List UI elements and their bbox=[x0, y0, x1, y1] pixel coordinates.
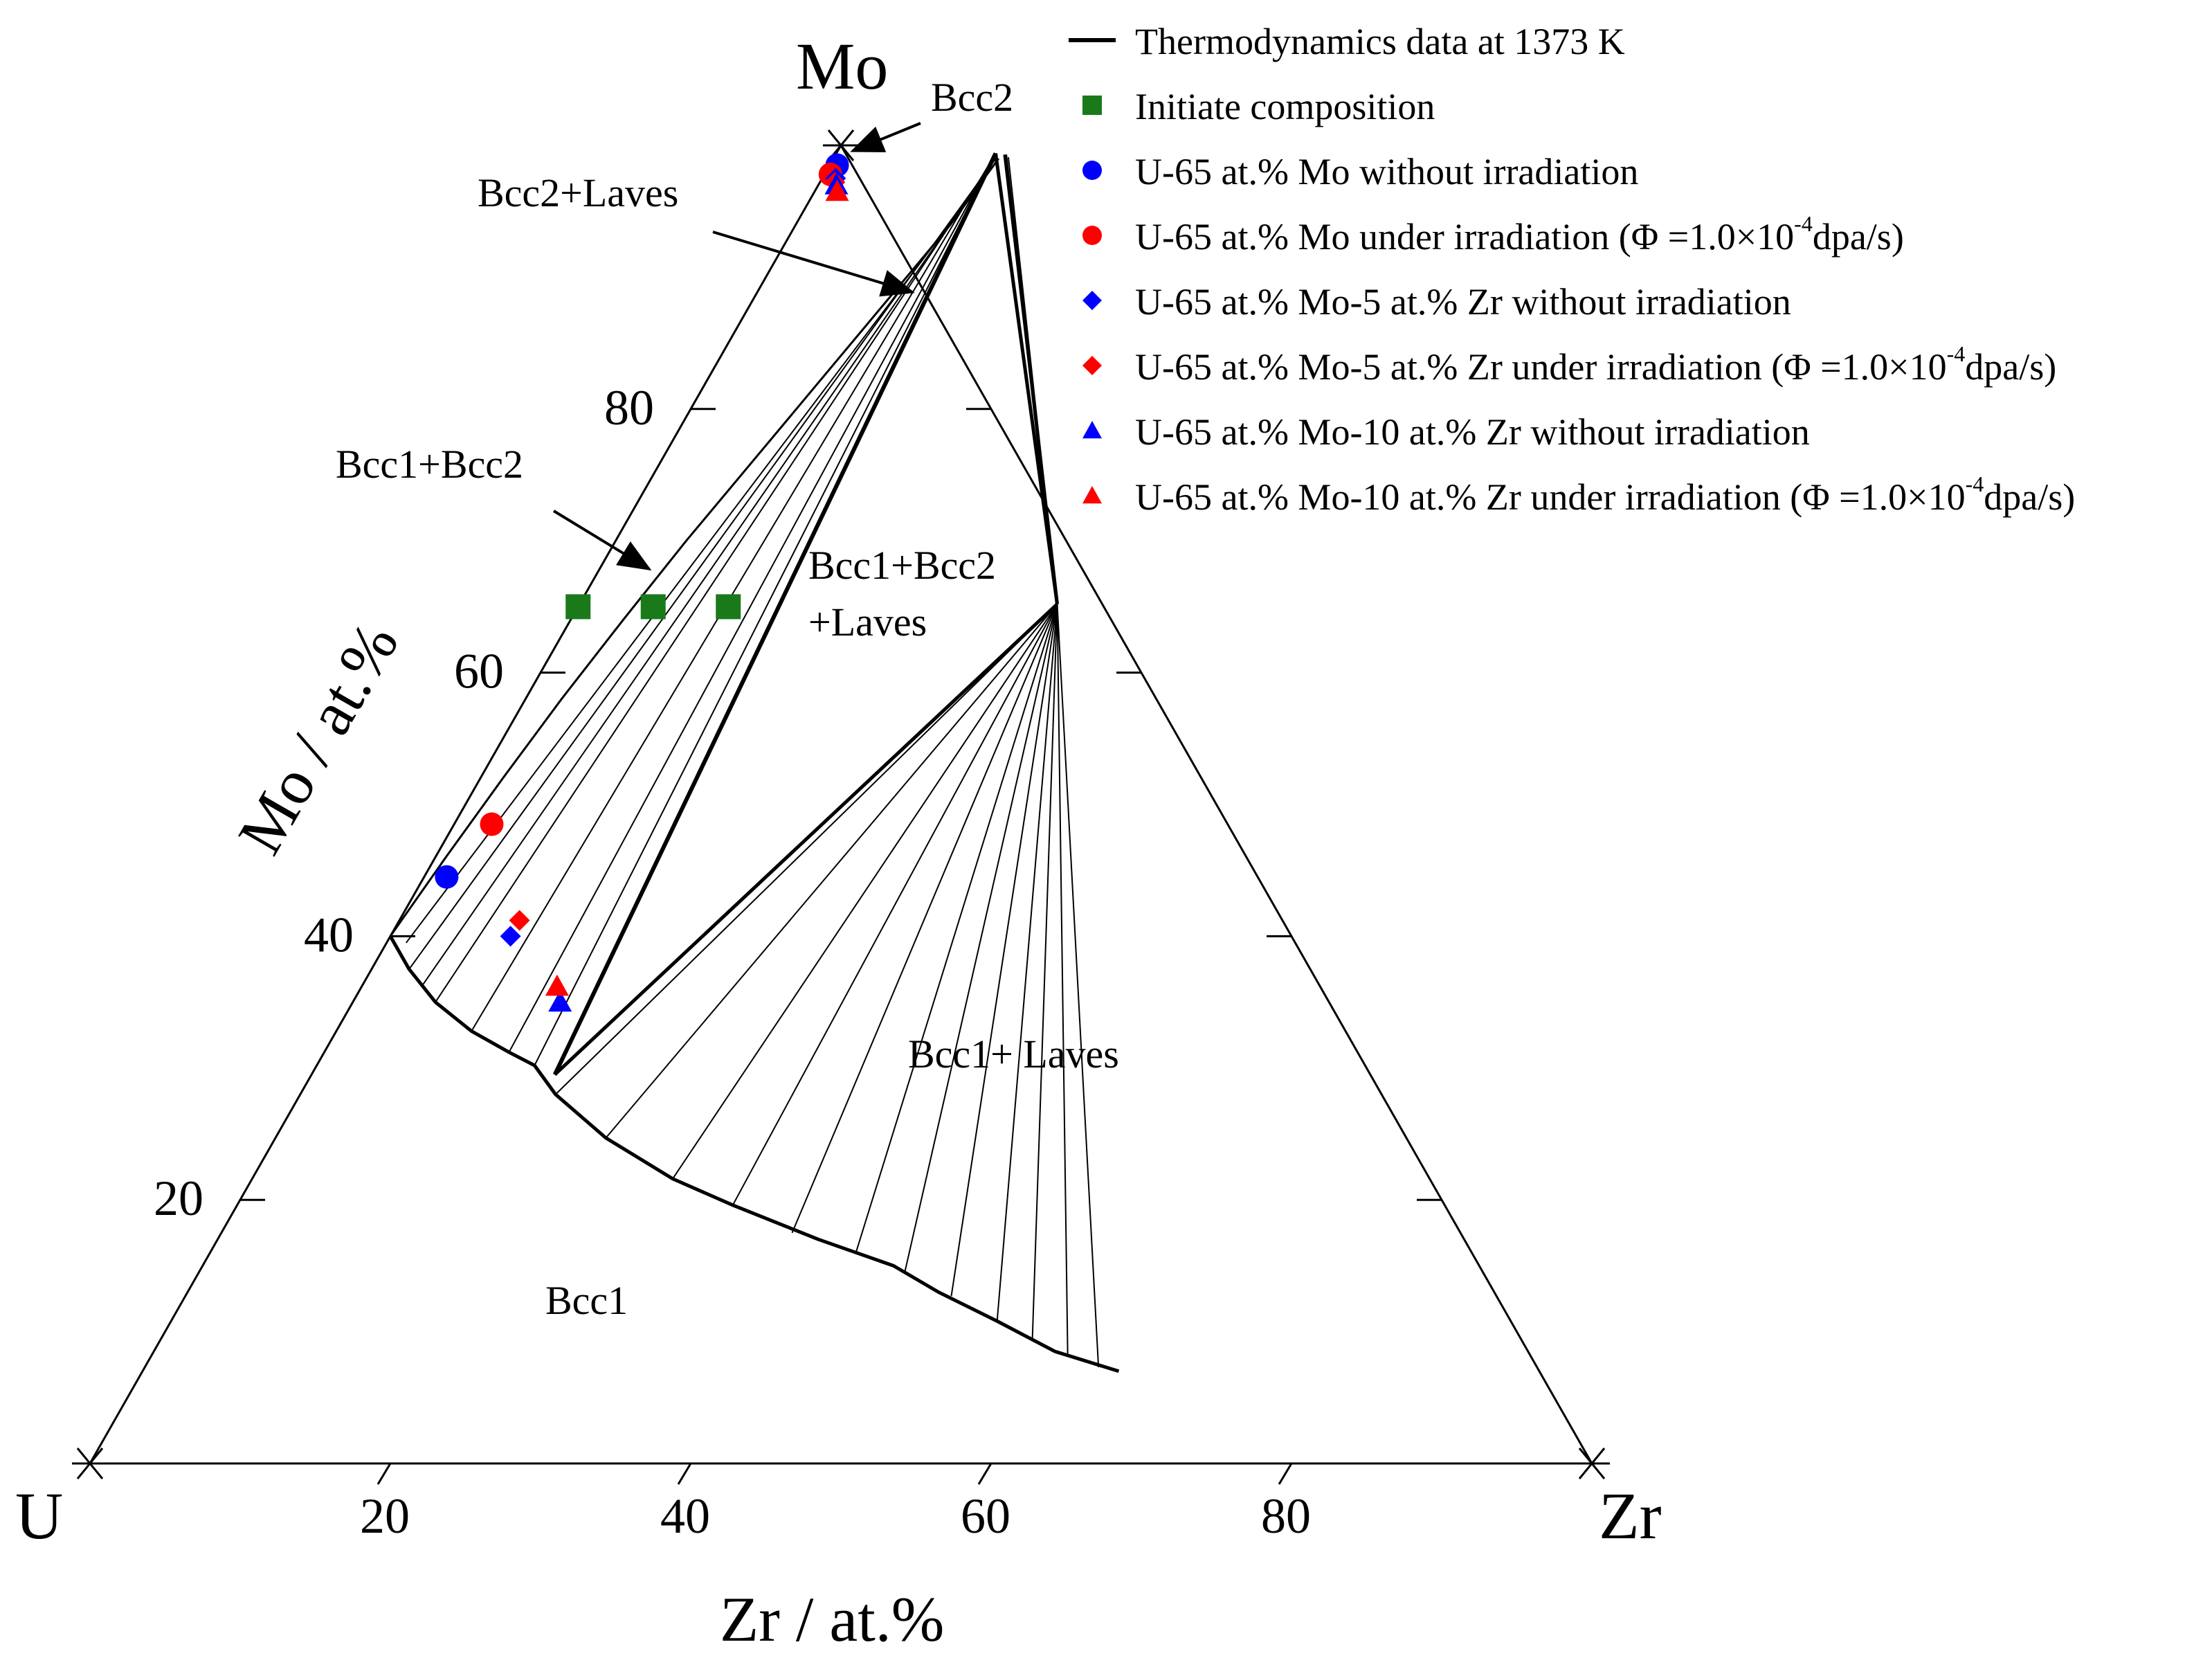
tie-line-bcc1-laves bbox=[950, 604, 1058, 1297]
tie-line-bcc1-laves bbox=[855, 604, 1058, 1253]
zr-axis-tick bbox=[1278, 1463, 1293, 1485]
data-points bbox=[435, 153, 849, 1012]
legend-marker-circle bbox=[1082, 226, 1102, 245]
region-label-bcc1: Bcc1 bbox=[545, 1278, 628, 1323]
zr-tick-label: 60 bbox=[961, 1488, 1010, 1544]
legend-label: U-65 at.% Mo-10 at.% Zr without irradiat… bbox=[1135, 411, 1810, 453]
tie-line-bcc1-laves bbox=[791, 604, 1058, 1234]
triangle-outline bbox=[88, 143, 1594, 1465]
vertex-cross-mark bbox=[1574, 1448, 1610, 1479]
legend-label: U-65 at.% Mo-5 at.% Zr under irradiation… bbox=[1135, 341, 2056, 388]
legend-label: Thermodynamics data at 1373 K bbox=[1135, 21, 1625, 62]
region-label-bcc1-bcc2-laves-2: +Laves bbox=[808, 600, 927, 645]
three-phase-edge-bcc1-laves bbox=[553, 602, 1059, 1076]
region-label-bcc2-laves: Bcc2+Laves bbox=[478, 170, 678, 215]
legend-label: Initiate composition bbox=[1135, 86, 1435, 127]
three-phase-edge-bcc2-laves bbox=[994, 153, 1059, 604]
vertex-cross-mark bbox=[72, 1448, 108, 1479]
tie-line-bcc1-bcc2 bbox=[534, 154, 996, 1066]
annotation-arrow bbox=[850, 122, 921, 152]
legend-marker-triangle bbox=[1082, 421, 1102, 439]
tie-line-bcc1-bcc2 bbox=[508, 154, 996, 1053]
bcc1-phase-boundary bbox=[388, 935, 1120, 1373]
tie-lines bbox=[405, 154, 1100, 1368]
vertex-label-mo: Mo bbox=[796, 29, 888, 103]
legend-label: U-65 at.% Mo without irradiation bbox=[1135, 151, 1638, 192]
zr-axis-tick bbox=[677, 1463, 692, 1485]
tie-line-bcc1-laves bbox=[1056, 604, 1100, 1368]
tie-line-bcc1-laves bbox=[904, 604, 1058, 1273]
tie-line-bcc1-laves bbox=[732, 604, 1058, 1206]
legend-marker-triangle bbox=[1082, 486, 1102, 504]
zr-axis-tick bbox=[377, 1463, 392, 1485]
data-point-triangle bbox=[548, 990, 572, 1012]
data-point-diamond bbox=[509, 910, 530, 931]
zr-axis-tick bbox=[977, 1463, 992, 1485]
mo-tick-label: 20 bbox=[154, 1171, 203, 1226]
region-label-bcc1-bcc2-laves-1: Bcc1+Bcc2 bbox=[808, 543, 996, 588]
phase-boundaries bbox=[388, 152, 1120, 1373]
data-point-triangle bbox=[825, 179, 849, 201]
data-point-triangle bbox=[545, 974, 569, 996]
tie-line-bcc1-bcc2 bbox=[435, 156, 996, 1003]
tie-line-bcc1-laves bbox=[555, 603, 1058, 1095]
zr-tick-label: 80 bbox=[1261, 1488, 1311, 1544]
tie-line-bcc1-laves bbox=[1031, 604, 1058, 1339]
data-point-square bbox=[716, 594, 741, 620]
mo-tick-label: 60 bbox=[454, 644, 504, 699]
axis-title-mo: Mo / at.% bbox=[224, 611, 412, 865]
axis-ticks bbox=[240, 408, 1442, 1485]
tie-line-bcc1-laves bbox=[1056, 604, 1069, 1355]
three-phase-edge-bcc1-bcc2 bbox=[552, 152, 998, 1076]
legend-marker-circle bbox=[1082, 161, 1102, 180]
zr-tick-label: 20 bbox=[360, 1488, 410, 1544]
annotation-arrow bbox=[712, 231, 915, 297]
data-point-circle bbox=[435, 865, 459, 889]
vertex-label-zr: Zr bbox=[1599, 1479, 1662, 1553]
region-label-bcc1-bcc2: Bcc1+Bcc2 bbox=[336, 442, 523, 487]
zr-tick-label: 40 bbox=[660, 1488, 710, 1544]
tie-line-bcc1-laves bbox=[996, 604, 1058, 1322]
annotation-arrows bbox=[552, 122, 921, 571]
data-point-diamond bbox=[500, 926, 521, 947]
axis-title-zr: Zr / at.% bbox=[720, 1584, 944, 1655]
data-point-square bbox=[565, 594, 591, 620]
annotation-arrow bbox=[552, 510, 652, 571]
vertex-label-u: U bbox=[15, 1479, 63, 1553]
tie-line-bcc1-laves bbox=[605, 603, 1058, 1139]
tie-line-bcc1-bcc2 bbox=[471, 155, 995, 1032]
mo-tick-label: 40 bbox=[304, 907, 354, 962]
legend-marker-diamond bbox=[1082, 291, 1102, 310]
labels: Mo U Zr Zr / at.% Mo / at.% 20 20 40 40 60 60… bbox=[15, 29, 1662, 1655]
legend-label: U-65 at.% Mo-5 at.% Zr without irradiati… bbox=[1135, 281, 1791, 323]
legend-label: U-65 at.% Mo under irradiation (Φ =1.0×1… bbox=[1135, 211, 1904, 258]
legend: Thermodynamics data at 1373 K Initiate co… bbox=[1069, 21, 2075, 518]
region-label-bcc2: Bcc2 bbox=[931, 75, 1013, 120]
legend-label: U-65 at.% Mo-10 at.% Zr under irradiatio… bbox=[1135, 471, 2075, 518]
data-point-square bbox=[640, 594, 666, 620]
legend-marker-square bbox=[1082, 96, 1102, 115]
data-point-circle bbox=[480, 812, 504, 836]
mo-tick-label: 80 bbox=[604, 380, 654, 435]
tie-line-bcc1-laves bbox=[672, 604, 1058, 1180]
region-label-bcc1-laves: Bcc1+ Laves bbox=[908, 1031, 1119, 1076]
legend-marker-diamond bbox=[1082, 356, 1102, 375]
